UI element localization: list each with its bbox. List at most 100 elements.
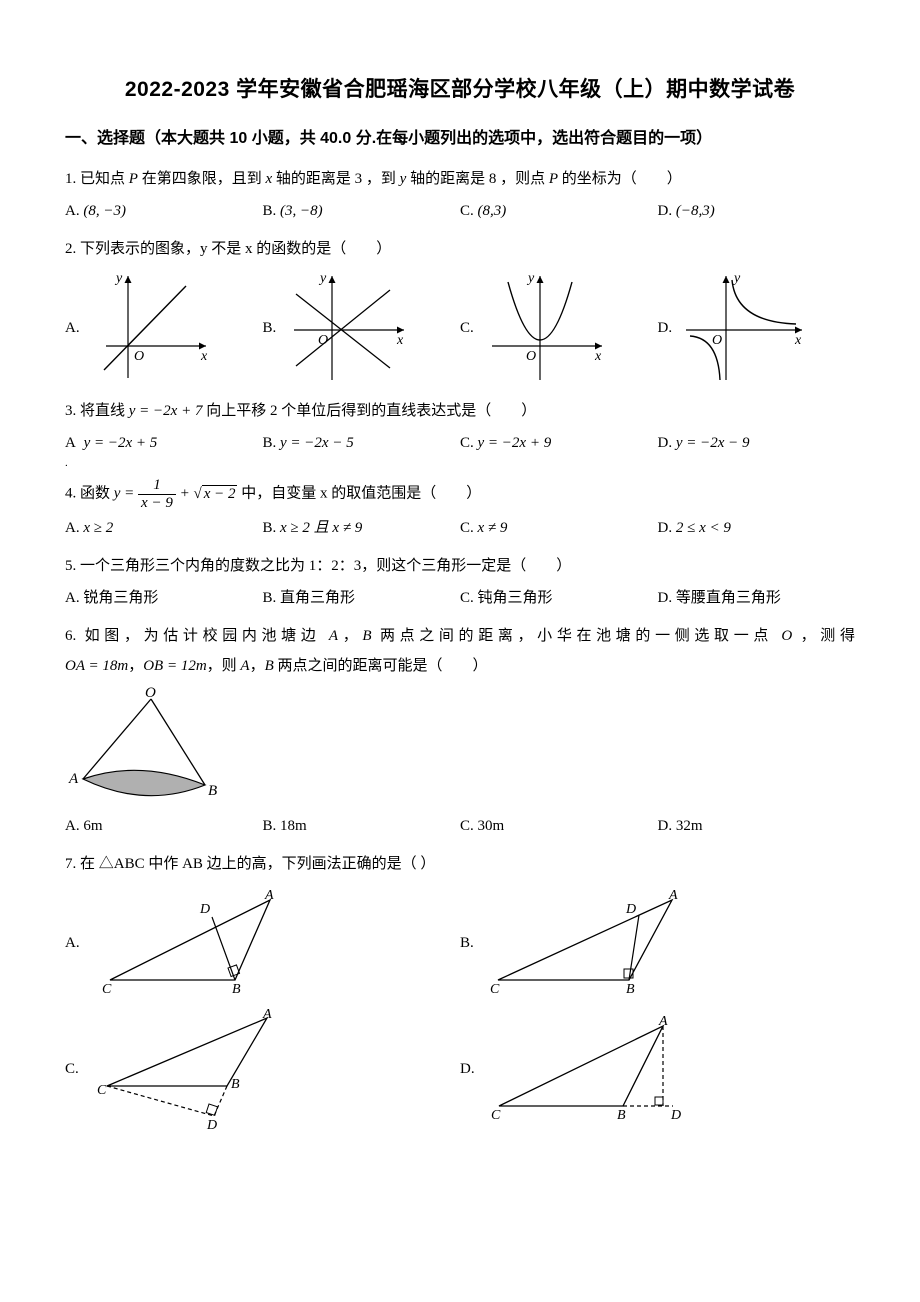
q2-graph-D: y x O [678,268,808,388]
q4-frac-den: x − 9 [138,495,176,512]
q6-opt-A: A. 6m [65,818,103,834]
svg-text:B: B [232,982,241,997]
q7-opt-D-label: D. [460,1054,475,1084]
q2-text: 下列表示的图象，y 不是 x 的函数的是（ ） [80,241,391,257]
q4-frac-num: 1 [138,477,176,495]
q6-l2-2: ，则 [207,658,241,674]
q7-row2: C. A C B D D. A C B D [65,1006,855,1131]
question-5: 5. 一个三角形三个内角的度数之比为 1：2：3，则这个三角形一定是（ ） A.… [65,551,855,613]
q3-text-0: 将直线 [80,403,129,419]
q2-opt-A-label: A. [65,313,80,343]
q2-opt-C-label: C. [460,313,474,343]
svg-text:C: C [490,982,500,997]
q4-sqrt: x − 2 [202,485,238,502]
svg-text:x: x [794,333,802,348]
svg-text:O: O [134,349,144,364]
q6-O: O [781,628,792,644]
svg-text:C: C [102,982,112,997]
q6-l2-3: ， [250,658,265,674]
q6-B2: B [265,658,274,674]
page-title: 2022-2023 学年安徽省合肥瑶海区部分学校八年级（上）期中数学试卷 [65,70,855,110]
svg-text:A: A [262,1007,272,1022]
svg-text:x: x [396,333,404,348]
q4-text-pre: 函数 [80,486,114,502]
question-7: 7. 在 △ABC 中作 AB 边上的高，下列画法正确的是（ ） A. A D … [65,849,855,1131]
q6-l1-1: ， [338,628,362,644]
q1-opt-C: C. (8,3) [460,203,506,219]
section-header-1: 一、选择题（本大题共 10 小题，共 40.0 分.在每小题列出的选项中，选出符… [65,124,855,154]
svg-text:A: A [264,888,274,903]
q2-graph-C: y x O [480,268,610,388]
svg-text:y: y [732,271,741,286]
svg-text:B: B [617,1108,626,1123]
svg-text:O: O [318,333,328,348]
svg-text:C: C [491,1108,501,1123]
q2-opt-B-label: B. [263,313,277,343]
q5-opt-C: C. 钝角三角形 [460,590,553,606]
question-1: 1. 已知点 P 在第四象限，且到 x 轴的距离是 3 ，到 y 轴的距离是 8… [65,164,855,226]
question-3: 3. 将直线 y = −2x + 7 向上平移 2 个单位后得到的直线表达式是（… [65,396,855,469]
svg-text:B: B [208,783,217,799]
q3-options: A y = −2x + 5 B. y = −2x − 5 C. y = −2x … [65,428,855,458]
q6-OB: OB = 12m [143,658,206,674]
svg-text:x: x [594,349,602,364]
q3-text-1: 向上平移 [202,403,270,419]
svg-text:O: O [712,333,722,348]
svg-text:y: y [114,271,123,286]
q4-num: 4. [65,486,76,502]
question-2: 2. 下列表示的图象，y 不是 x 的函数的是（ ） A. y x O B. [65,234,855,388]
q2-graph-B: y x O [282,268,412,388]
q7-opt-A-label: A. [65,928,80,958]
svg-text:A: A [668,888,678,903]
q3-eq: y = −2x + 7 [129,403,203,419]
q7-row1: A. A D C B B. A D C B [65,885,855,1000]
svg-text:y: y [526,271,535,286]
q6-A: A [329,628,338,644]
q3-opt-C: C. y = −2x + 9 [460,435,551,451]
q7-figure-B: A D C B [474,885,704,1000]
q5-options: A. 锐角三角形 B. 直角三角形 C. 钝角三角形 D. 等腰直角三角形 [65,583,855,613]
q4-opt-B: B. x ≥ 2 且 x ≠ 9 [263,520,363,536]
svg-text:x: x [200,349,208,364]
q2-options: A. y x O B. y x O [65,268,855,388]
q3-num: 3. [65,403,76,419]
svg-text:B: B [626,982,635,997]
svg-text:O: O [145,687,156,701]
q3-opt-D: D. y = −2x − 9 [658,435,750,451]
q2-graph-A: y x O [86,268,216,388]
q1-text-1: 在第四象限，且到 [138,171,266,187]
q4-opt-A: A. x ≥ 2 [65,520,113,536]
q1-var-P: P [129,171,138,187]
q6-l1-0: 如图，为估计校园内池塘边 [85,628,329,644]
q7-text: 在 △ABC 中作 AB 边上的高，下列画法正确的是（ ） [80,856,435,872]
svg-text:A: A [658,1014,668,1029]
q1-opt-B: B. (3, −8) [263,203,323,219]
svg-text:D: D [625,902,636,917]
svg-text:O: O [526,349,536,364]
q6-opt-C: C. 30m [460,818,504,834]
svg-text:A: A [68,771,79,787]
q4-options: A. x ≥ 2 B. x ≥ 2 且 x ≠ 9 C. x ≠ 9 D. 2 … [65,513,855,543]
q1-text-6: 的坐标为（ ） [558,171,682,187]
q3-text-2: 个单位后得到的直线表达式是（ ） [277,403,536,419]
q6-figure: O A B [65,687,225,807]
svg-text:C: C [97,1083,107,1098]
svg-text:D: D [670,1108,681,1123]
q6-opt-D: D. 32m [658,818,703,834]
q1-options: A. (8, −3) B. (3, −8) C. (8,3) D. (−8,3) [65,196,855,226]
q1-text-3: ，到 [362,171,400,187]
q4-text-post: 中，自变量 x 的取值范围是（ ） [237,486,481,502]
q7-opt-B-label: B. [460,928,474,958]
q1-opt-D: D. (−8,3) [658,203,715,219]
q1-opt-A: A. (8, −3) [65,203,126,219]
svg-text:y: y [318,271,327,286]
q3-opt-A: A y = −2x + 5 [65,435,157,451]
q4-opt-D: D. 2 ≤ x < 9 [658,520,731,536]
q7-figure-A: A D C B [80,885,310,1000]
q5-opt-A: A. 锐角三角形 [65,590,158,606]
q5-text: 一个三角形三个内角的度数之比为 1：2：3，则这个三角形一定是（ ） [80,558,571,574]
q1-text-4: 轴的距离是 [406,171,489,187]
q6-B: B [362,628,371,644]
q6-l1-3: ，测得 [792,628,855,644]
q2-num: 2. [65,241,76,257]
